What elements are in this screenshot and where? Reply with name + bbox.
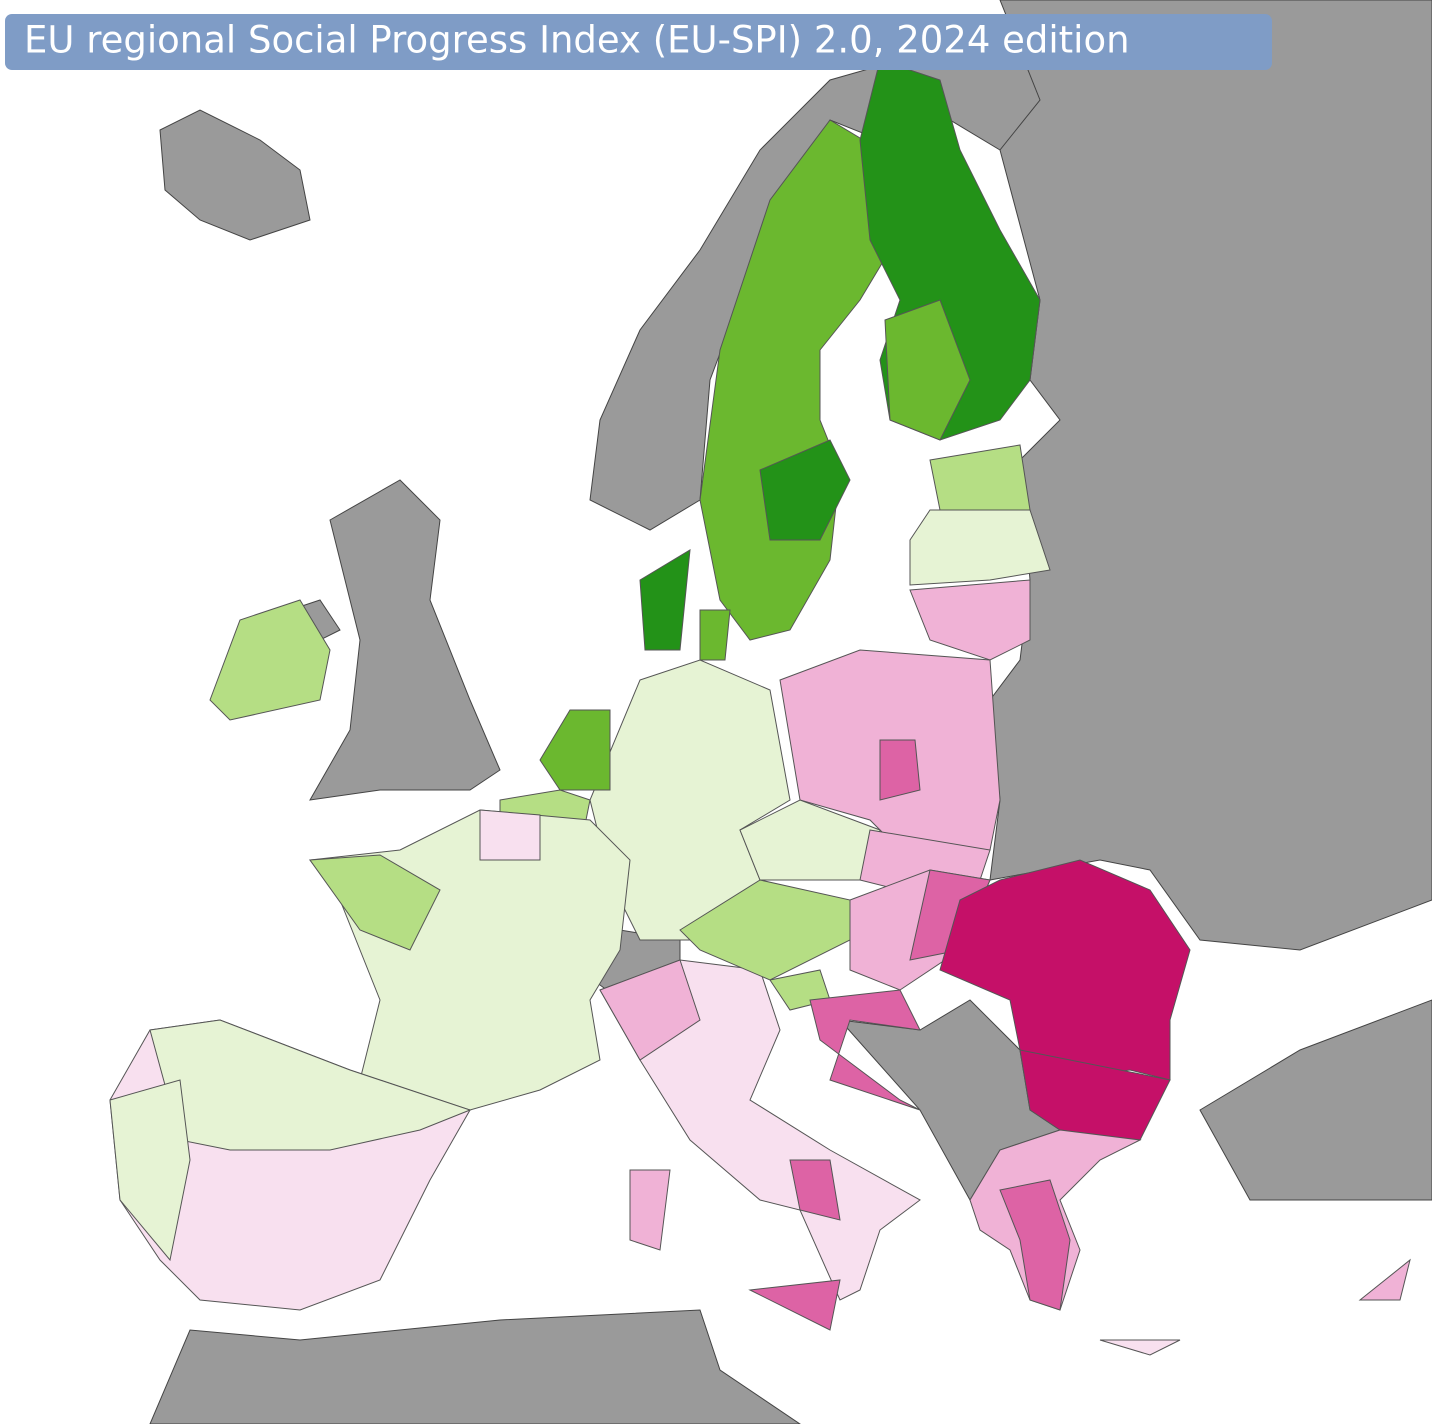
non-eu-land bbox=[149, 0, 1432, 1424]
eu-regions bbox=[109, 59, 1411, 1356]
title-box bbox=[5, 14, 1272, 70]
title: EU regional Social Progress Index (EU-SP… bbox=[24, 19, 1130, 62]
